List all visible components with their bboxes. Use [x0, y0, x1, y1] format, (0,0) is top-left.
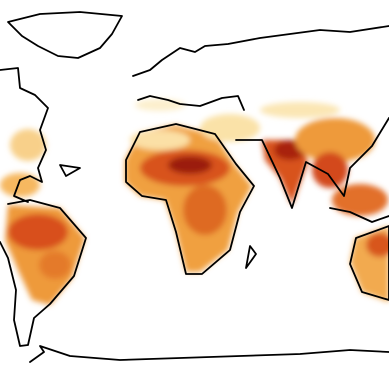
coastline-antarctica — [29, 345, 389, 363]
coastline-madagascar — [245, 245, 257, 269]
heat-region — [312, 152, 348, 188]
heat-region — [366, 233, 389, 257]
coastline-south-america — [0, 199, 87, 347]
heat-region — [168, 156, 212, 174]
coastlines — [0, 11, 389, 363]
heat-region — [332, 184, 388, 216]
heat-region — [295, 118, 375, 162]
heat-region — [135, 99, 185, 111]
coastline-greenland — [7, 11, 123, 59]
heat-region — [0, 173, 40, 197]
coastline-africa — [125, 123, 255, 275]
coastline-australia — [349, 225, 389, 301]
heat-region — [39, 251, 71, 279]
heat-region — [200, 114, 260, 142]
heat-layer — [0, 99, 389, 305]
coastline-asia-south — [235, 117, 389, 209]
coastline-north-america — [0, 67, 49, 203]
coastline-mediterranean — [137, 95, 245, 111]
heat-region — [260, 102, 340, 118]
coastline-indonesia — [329, 207, 389, 223]
coastline-eurasia-north — [132, 25, 389, 77]
coastline-caribbean — [59, 164, 81, 177]
heat-region — [8, 214, 68, 250]
heat-region — [10, 129, 46, 161]
heat-region — [130, 130, 190, 150]
heat-region — [183, 185, 227, 235]
